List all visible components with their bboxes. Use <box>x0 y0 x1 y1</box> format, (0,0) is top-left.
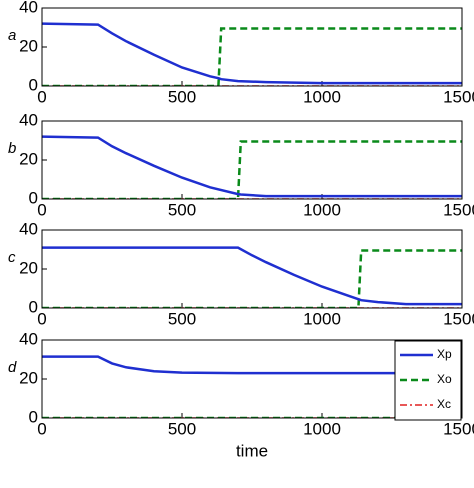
x-tick-label: 1500 <box>443 87 474 106</box>
y-tick-label: 20 <box>19 36 38 55</box>
series-line <box>42 135 462 198</box>
y-tick-label: 0 <box>29 75 38 94</box>
series-line <box>42 355 462 375</box>
x-tick-label: 1000 <box>303 309 341 328</box>
x-tick-label: 500 <box>168 309 196 328</box>
panel-label: d <box>8 359 17 376</box>
x-axis-label: time <box>236 441 268 460</box>
series-line <box>42 22 462 85</box>
y-tick-label: 0 <box>29 407 38 426</box>
x-tick-label: 1000 <box>303 87 341 106</box>
x-tick-label: 1500 <box>443 419 474 438</box>
series-line <box>42 249 462 308</box>
y-tick-label: 0 <box>29 297 38 316</box>
plot-frame <box>42 230 462 308</box>
axes-box <box>41 120 463 200</box>
series-line <box>42 27 462 86</box>
x-tick-label: 500 <box>168 87 196 106</box>
y-tick-label: 20 <box>19 149 38 168</box>
y-tick-label: 40 <box>19 0 38 16</box>
axes-box <box>41 7 463 87</box>
axes-box <box>41 339 463 419</box>
legend-label: Xc <box>437 397 451 411</box>
plot-frame <box>42 340 462 418</box>
panel-label: b <box>8 140 16 157</box>
x-tick-label: 500 <box>168 419 196 438</box>
plot-frame <box>42 8 462 86</box>
y-tick-label: 20 <box>19 368 38 387</box>
legend-label: Xp <box>437 347 452 361</box>
x-tick-label: 1500 <box>443 309 474 328</box>
x-tick-label: 1000 <box>303 200 341 219</box>
x-tick-label: 0 <box>37 87 46 106</box>
plot-frame <box>42 121 462 199</box>
y-tick-label: 40 <box>19 110 38 129</box>
y-tick-label: 20 <box>19 258 38 277</box>
x-tick-label: 1000 <box>303 419 341 438</box>
x-tick-label: 1500 <box>443 200 474 219</box>
y-tick-label: 0 <box>29 188 38 207</box>
y-tick-label: 40 <box>19 219 38 238</box>
legend-label: Xo <box>437 372 452 386</box>
y-tick-label: 40 <box>19 329 38 348</box>
x-tick-label: 0 <box>37 309 46 328</box>
panel-label: a <box>8 27 16 44</box>
x-tick-label: 500 <box>168 200 196 219</box>
series-line <box>42 140 462 199</box>
axes-box <box>41 229 463 309</box>
x-tick-label: 0 <box>37 200 46 219</box>
panel-label: c <box>8 249 16 266</box>
x-tick-label: 0 <box>37 419 46 438</box>
series-line <box>42 246 462 306</box>
